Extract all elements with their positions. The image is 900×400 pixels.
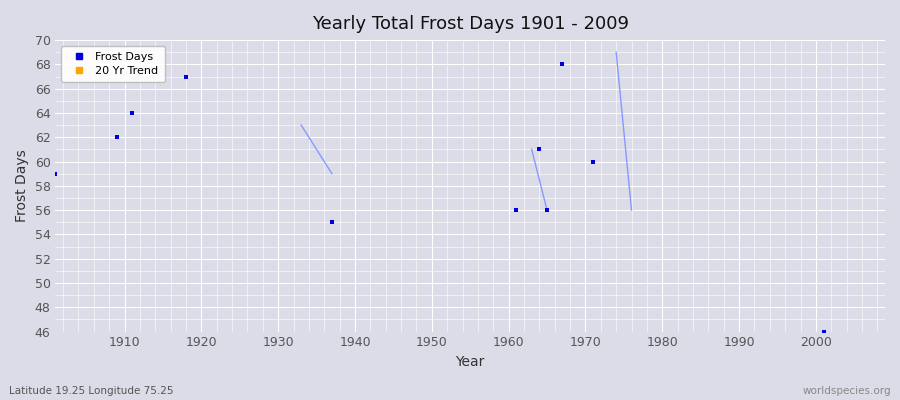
Legend: Frost Days, 20 Yr Trend: Frost Days, 20 Yr Trend <box>61 46 166 82</box>
Point <box>179 73 194 80</box>
Point <box>532 146 546 153</box>
Point <box>509 207 524 213</box>
Title: Yearly Total Frost Days 1901 - 2009: Yearly Total Frost Days 1901 - 2009 <box>311 15 629 33</box>
Text: Latitude 19.25 Longitude 75.25: Latitude 19.25 Longitude 75.25 <box>9 386 174 396</box>
Point <box>125 110 140 116</box>
Point <box>325 219 339 226</box>
Text: worldspecies.org: worldspecies.org <box>803 386 891 396</box>
Point <box>555 61 570 68</box>
Point <box>586 158 600 165</box>
Point <box>110 134 124 140</box>
Y-axis label: Frost Days: Frost Days <box>15 150 29 222</box>
Point <box>540 207 554 213</box>
Point <box>816 328 831 335</box>
Point <box>49 170 63 177</box>
X-axis label: Year: Year <box>455 355 485 369</box>
